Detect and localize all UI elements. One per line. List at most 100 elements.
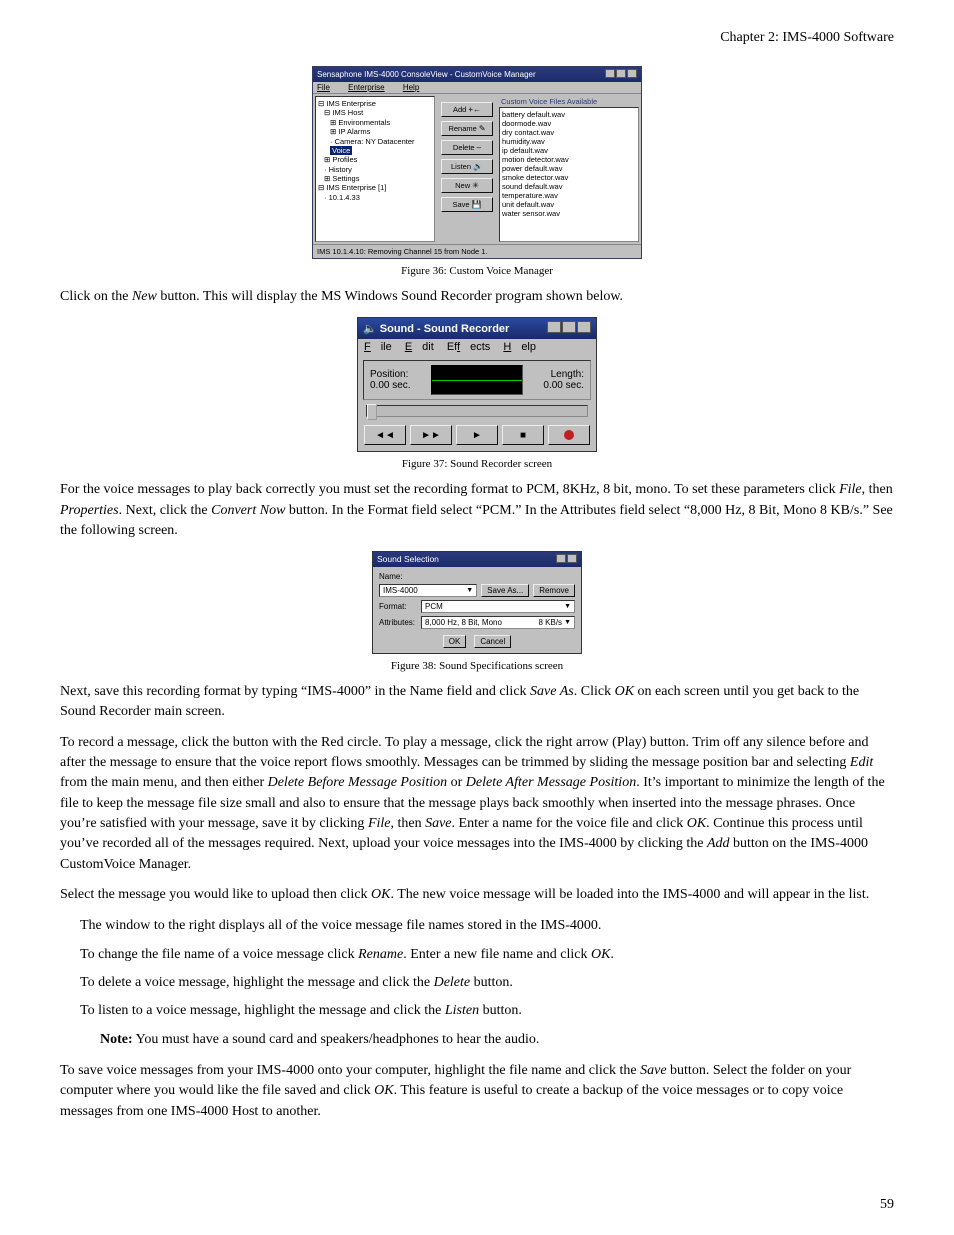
menu-effects[interactable]: Effects (447, 341, 490, 353)
menu-help[interactable]: Help (503, 341, 536, 353)
tree-voice[interactable]: Voice (330, 146, 432, 155)
list-item[interactable]: unit default.wav (502, 200, 636, 209)
add-button[interactable]: Add +← (441, 102, 493, 117)
save-button[interactable]: Save 💾 (441, 197, 493, 212)
tree-history[interactable]: · History (324, 165, 432, 174)
list-item[interactable]: power default.wav (502, 164, 636, 173)
note-line: Note: You must have a sound card and spe… (100, 1029, 894, 1051)
sound-selection-window: Sound Selection Name: IMS-4000▼ Save As.… (372, 551, 582, 654)
forward-button[interactable]: ►► (410, 425, 452, 445)
minimize-icon[interactable] (547, 321, 561, 333)
tree-enterprise1[interactable]: ⊟ IMS Enterprise [1] (318, 183, 432, 192)
position-slider[interactable] (366, 405, 588, 417)
voice-list-header: Custom Voice Files Available (499, 96, 639, 107)
dropdown-icon[interactable]: ▼ (564, 603, 571, 610)
tree-env[interactable]: ⊞ Environmentals (330, 118, 432, 127)
listen-icon: 🔊 (473, 163, 483, 171)
tree-profiles[interactable]: ⊞ Profiles (324, 155, 432, 164)
close-icon[interactable] (577, 321, 591, 333)
voice-file-panel: Custom Voice Files Available battery def… (499, 96, 639, 242)
display-panel: Position: 0.00 sec. Length: 0.00 sec. (363, 360, 591, 400)
maximize-icon[interactable] (616, 69, 626, 78)
close-icon[interactable] (627, 69, 637, 78)
list-item[interactable]: temperature.wav (502, 191, 636, 200)
nav-tree[interactable]: ⊟ IMS Enterprise ⊟ IMS Host ⊞ Environmen… (315, 96, 435, 242)
list-item[interactable]: dry contact.wav (502, 128, 636, 137)
format-field[interactable]: PCM▼ (421, 600, 575, 613)
speaker-icon: 🔈 (363, 323, 377, 335)
list-item[interactable]: water sensor.wav (502, 209, 636, 218)
close-icon[interactable] (567, 554, 577, 563)
new-button[interactable]: New ✳ (441, 178, 493, 193)
stop-button[interactable]: ■ (502, 425, 544, 445)
format-label: Format: (379, 602, 417, 611)
dropdown-icon[interactable]: ▼ (564, 619, 571, 626)
help-icon[interactable] (556, 554, 566, 563)
window-title: Sound Selection (377, 554, 439, 565)
ok-button[interactable]: OK (443, 635, 467, 648)
tree-camera[interactable]: · Camera: NY Datacenter (330, 137, 432, 146)
position-readout: Position: 0.00 sec. (370, 369, 425, 391)
page-number: 59 (880, 1197, 894, 1213)
tree-root[interactable]: ⊟ IMS Enterprise (318, 99, 432, 108)
record-icon (564, 430, 574, 440)
chapter-header: Chapter 2: IMS-4000 Software (60, 30, 894, 46)
menu-bar[interactable]: File Edit Effects Help (358, 339, 596, 355)
transport-controls: ◄◄ ►► ► ■ (358, 421, 596, 451)
list-item[interactable]: smoke detector.wav (502, 173, 636, 182)
paragraph-2: For the voice messages to play back corr… (60, 480, 894, 541)
list-item[interactable]: motion detector.wav (502, 155, 636, 164)
menu-bar[interactable]: File Enterprise Help (313, 82, 641, 94)
length-readout: Length: 0.00 sec. (529, 369, 584, 391)
play-button[interactable]: ► (456, 425, 498, 445)
figure-37-caption: Figure 37: Sound Recorder screen (60, 458, 894, 470)
sound-recorder-window: 🔈 Sound - Sound Recorder File Edit Effec… (357, 317, 597, 452)
list-item[interactable]: battery default.wav (502, 110, 636, 119)
list-item[interactable]: sound default.wav (502, 182, 636, 191)
tree-ipaddr[interactable]: · 10.1.4.33 (324, 193, 432, 202)
tree-host[interactable]: ⊟ IMS Host (324, 108, 432, 117)
window-titlebar: 🔈 Sound - Sound Recorder (358, 318, 596, 339)
remove-button[interactable]: Remove (533, 584, 575, 597)
rename-button[interactable]: Rename ✎ (441, 121, 493, 136)
menu-file[interactable]: File (364, 341, 392, 353)
record-button[interactable] (548, 425, 590, 445)
save-icon: 💾 (472, 201, 482, 209)
rewind-button[interactable]: ◄◄ (364, 425, 406, 445)
list-item[interactable]: ip default.wav (502, 146, 636, 155)
custom-voice-window: Sensaphone IMS-4000 ConsoleView - Custom… (312, 66, 642, 259)
dropdown-icon[interactable]: ▼ (466, 587, 473, 594)
attributes-field[interactable]: 8,000 Hz, 8 Bit, Mono8 KB/s▼ (421, 616, 575, 629)
list-item[interactable]: doormode.wav (502, 119, 636, 128)
menu-edit[interactable]: Edit (405, 341, 434, 353)
menu-help[interactable]: Help (403, 83, 427, 92)
attributes-label: Attributes: (379, 618, 417, 627)
rename-icon: ✎ (479, 125, 486, 133)
delete-button[interactable]: Delete – (441, 140, 493, 155)
delete-icon: – (477, 144, 481, 152)
window-title: 🔈 Sound - Sound Recorder (363, 322, 509, 335)
figure-38: Sound Selection Name: IMS-4000▼ Save As.… (60, 551, 894, 672)
tree-settings[interactable]: ⊞ Settings (324, 174, 432, 183)
window-buttons[interactable] (546, 321, 591, 336)
cancel-button[interactable]: Cancel (474, 635, 511, 648)
window-buttons[interactable] (555, 554, 577, 565)
paragraph-1: Click on the New button. This will displ… (60, 287, 894, 307)
bullet-4: To listen to a voice message, highlight … (80, 1000, 894, 1022)
maximize-icon[interactable] (562, 321, 576, 333)
slider-thumb[interactable] (367, 404, 377, 420)
paragraph-4: To record a message, click the button wi… (60, 733, 894, 875)
menu-enterprise[interactable]: Enterprise (348, 83, 392, 92)
saveas-button[interactable]: Save As... (481, 584, 529, 597)
voice-file-list[interactable]: battery default.wav doormode.wav dry con… (499, 107, 639, 242)
window-title: Sensaphone IMS-4000 ConsoleView - Custom… (317, 70, 536, 79)
menu-file[interactable]: File (317, 83, 338, 92)
listen-button[interactable]: Listen 🔊 (441, 159, 493, 174)
minimize-icon[interactable] (605, 69, 615, 78)
waveform-display (431, 365, 523, 395)
figure-36-caption: Figure 36: Custom Voice Manager (60, 265, 894, 277)
list-item[interactable]: humidity.wav (502, 137, 636, 146)
window-buttons[interactable] (604, 69, 637, 80)
name-field[interactable]: IMS-4000▼ (379, 584, 477, 597)
tree-ip[interactable]: ⊞ IP Alarms (330, 127, 432, 136)
